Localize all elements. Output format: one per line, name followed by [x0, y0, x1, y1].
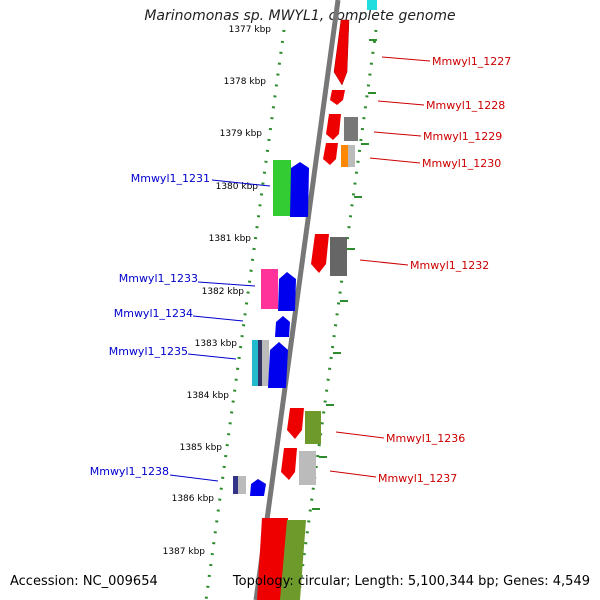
right-dotted-guide [296, 29, 378, 600]
gene-1236-arrow[interactable] [287, 408, 304, 439]
gene-1231-arrow[interactable] [290, 162, 309, 217]
leader-1234 [192, 315, 244, 322]
gene-label-1229[interactable]: Mmwyl1_1229 [423, 130, 502, 143]
tick-label: 1380 kbp [216, 182, 259, 192]
tick-label: 1377 kbp [229, 25, 272, 35]
gene-label-1227[interactable]: Mmwyl1_1227 [432, 55, 511, 68]
gene-top-cyan[interactable] [367, 0, 377, 10]
tick-label: 1383 kbp [195, 339, 238, 349]
leader-1235 [187, 353, 237, 360]
gene-1238-silver[interactable] [238, 476, 246, 494]
leader-1237 [329, 470, 377, 478]
gene-1229-gray[interactable] [344, 117, 358, 141]
tick-label: 1387 kbp [163, 547, 206, 557]
gene-1233-arrow[interactable] [278, 272, 296, 311]
gene-1230-orange[interactable] [341, 145, 348, 167]
gene-1230-silver[interactable] [348, 145, 355, 167]
leader-1229 [373, 131, 422, 137]
tick-label: 1379 kbp [220, 129, 263, 139]
gene-1232-gray[interactable] [330, 237, 347, 276]
gene-1238-arrow[interactable] [250, 479, 266, 496]
gene-bottom-red[interactable] [257, 518, 288, 600]
tick-label: 1378 kbp [224, 77, 267, 87]
gene-1233-pink[interactable] [261, 269, 278, 309]
leader-1238 [169, 474, 219, 482]
tick-label: 1385 kbp [180, 443, 223, 453]
gene-1227-arrow[interactable] [333, 19, 350, 86]
leader-1233 [197, 281, 256, 287]
gene-1232-arrow[interactable] [311, 234, 329, 273]
gene-bottom-olive[interactable] [280, 520, 306, 600]
map-title: Marinomonas sp. MWYL1, complete genome [144, 8, 456, 24]
leader-1232 [359, 259, 409, 266]
gene-1236-olive[interactable] [305, 411, 321, 444]
gene-1231-green[interactable] [273, 160, 291, 216]
gene-label-1236[interactable]: Mmwyl1_1236 [386, 432, 465, 445]
genome-backbone [253, 0, 341, 600]
left-dotted-guide [204, 29, 286, 600]
tick-label: 1386 kbp [172, 494, 215, 504]
genome-summary-text: Topology: circular; Length: 5,100,344 bp… [232, 574, 590, 589]
gene-1235-silver[interactable] [262, 340, 269, 386]
gene-label-1238[interactable]: Mmwyl1_1238 [90, 465, 169, 478]
gene-label-1232[interactable]: Mmwyl1_1232 [410, 259, 489, 272]
gene-label-1228[interactable]: Mmwyl1_1228 [426, 99, 505, 112]
gene-1228-arrow[interactable] [330, 90, 345, 105]
gene-1235-arrow[interactable] [268, 342, 288, 388]
gene-1235-cyan[interactable] [252, 340, 258, 386]
gene-label-1230[interactable]: Mmwyl1_1230 [422, 157, 501, 170]
gene-label-1237[interactable]: Mmwyl1_1237 [378, 472, 457, 485]
tick-label: 1384 kbp [187, 391, 230, 401]
gene-1234-arrow[interactable] [275, 316, 290, 337]
gene-1235-navy[interactable] [258, 340, 262, 386]
leader-1231 [211, 179, 271, 187]
gene-label-1234[interactable]: Mmwyl1_1234 [114, 307, 193, 320]
gene-label-1231[interactable]: Mmwyl1_1231 [131, 172, 210, 185]
tick-label: 1381 kbp [209, 234, 252, 244]
gene-1230-arrow[interactable] [323, 143, 338, 165]
leader-1228 [377, 100, 425, 106]
leader-1227 [381, 56, 431, 62]
accession-text: Accession: NC_009654 [10, 574, 158, 589]
leader-1236 [335, 431, 385, 439]
gene-1237-arrow[interactable] [281, 448, 297, 480]
gene-1237-silver[interactable] [299, 451, 316, 485]
gene-1229-arrow[interactable] [326, 114, 341, 140]
gene-1238-navy[interactable] [233, 476, 238, 494]
gene-label-1233[interactable]: Mmwyl1_1233 [119, 272, 198, 285]
tick-label: 1382 kbp [202, 287, 245, 297]
leader-1230 [369, 157, 421, 164]
reverse-tick-marks [312, 39, 377, 510]
gene-label-1235[interactable]: Mmwyl1_1235 [109, 345, 188, 358]
